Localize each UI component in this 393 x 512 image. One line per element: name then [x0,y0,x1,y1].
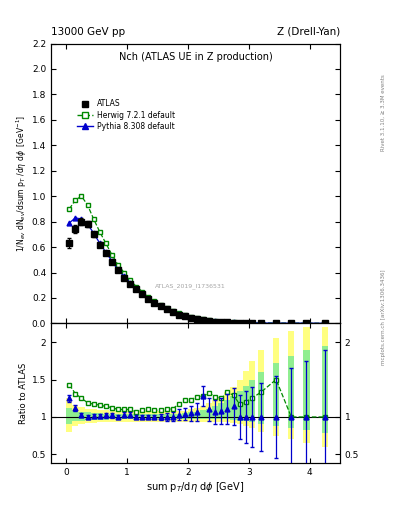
Text: ATLAS_2019_I1736531: ATLAS_2019_I1736531 [155,283,226,289]
Text: 13000 GeV pp: 13000 GeV pp [51,27,125,37]
Legend: ATLAS, Herwig 7.2.1 default, Pythia 8.308 default: ATLAS, Herwig 7.2.1 default, Pythia 8.30… [75,98,177,133]
Y-axis label: 1/N$_{ev}$ dN$_{ev}$/dsum p$_T$ /d$\eta$ d$\phi$  [GeV$^{-1}$]: 1/N$_{ev}$ dN$_{ev}$/dsum p$_T$ /d$\eta$… [15,115,29,252]
Text: Z (Drell-Yan): Z (Drell-Yan) [277,27,340,37]
Y-axis label: Ratio to ATLAS: Ratio to ATLAS [19,363,28,424]
X-axis label: sum p$_T$/d$\eta$ d$\phi$ [GeV]: sum p$_T$/d$\eta$ d$\phi$ [GeV] [147,480,244,494]
Text: mcplots.cern.ch [arXiv:1306.3436]: mcplots.cern.ch [arXiv:1306.3436] [381,270,386,365]
Text: Rivet 3.1.10, ≥ 3.3M events: Rivet 3.1.10, ≥ 3.3M events [381,74,386,151]
Text: Nch (ATLAS UE in Z production): Nch (ATLAS UE in Z production) [119,52,272,62]
